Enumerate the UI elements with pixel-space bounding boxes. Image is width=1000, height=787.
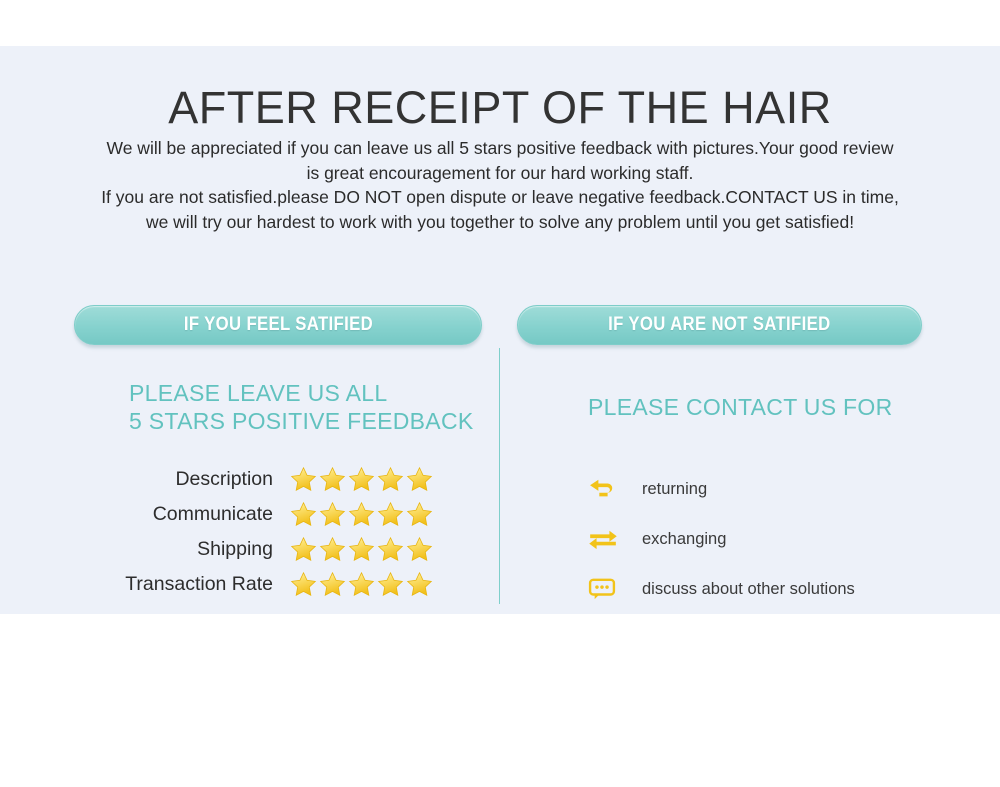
- rating-label: Transaction Rate: [125, 573, 273, 595]
- star-icon: [290, 466, 317, 493]
- star-icon: [348, 466, 375, 493]
- rating-label: Shipping: [197, 538, 273, 560]
- star-rating: [290, 536, 433, 563]
- return-arrow-icon: [588, 472, 632, 506]
- star-icon: [377, 571, 404, 598]
- right-section-heading: PLEASE CONTACT US FOR: [588, 394, 893, 420]
- star-rating: [290, 571, 433, 598]
- star-rating: [290, 466, 433, 493]
- satisfied-button[interactable]: IF YOU FEEL SATIFIED: [74, 305, 482, 345]
- rating-label: Communicate: [152, 503, 273, 525]
- star-icon: [319, 536, 346, 563]
- hero-paragraph-line: we will try our hardest to work with you…: [145, 211, 855, 232]
- contact-options-list: returning exchanging discuss about other s…: [588, 464, 938, 614]
- star-icon: [377, 501, 404, 528]
- reward-strip: FIVE-STAR PRAISE 5 NICE PIC ABOUT THE HA…: [0, 614, 1000, 787]
- star-icon: [377, 466, 404, 493]
- star-icon: [290, 571, 317, 598]
- contact-option-row[interactable]: discuss about other solutions: [588, 564, 938, 614]
- left-section-heading: PLEASE LEAVE US ALL 5 STARS POSITIVE FEE…: [129, 379, 474, 435]
- satisfied-button-label: IF YOU FEEL SATIFIED: [183, 314, 373, 335]
- star-icon: [406, 536, 433, 563]
- hero-paragraph-line: is great encouragement for our hard work…: [306, 162, 694, 183]
- speech-bubble-icon: [588, 572, 632, 606]
- contact-option-row[interactable]: exchanging: [588, 514, 938, 564]
- contact-option-row[interactable]: returning: [588, 464, 938, 514]
- return-arrow-icon: [590, 479, 613, 497]
- rating-row: Shipping: [95, 532, 440, 567]
- star-icon: [319, 571, 346, 598]
- rating-row: Communicate: [95, 497, 440, 532]
- not-satisfied-button[interactable]: IF YOU ARE NOT SATIFIED: [517, 305, 922, 345]
- star-icon: [348, 536, 375, 563]
- column-divider: [499, 348, 500, 604]
- rating-row: Description: [95, 462, 440, 497]
- left-heading-line-2: 5 STARS POSITIVE FEEDBACK: [129, 408, 474, 434]
- star-icon: [319, 466, 346, 493]
- not-satisfied-button-label: IF YOU ARE NOT SATIFIED: [608, 314, 831, 335]
- star-icon: [377, 536, 404, 563]
- star-icon: [348, 571, 375, 598]
- page-title: AFTER RECEIPT OF THE HAIR: [168, 82, 832, 133]
- speech-bubble-icon: [588, 578, 616, 600]
- exchange-arrows-icon: [589, 530, 617, 550]
- hero-paragraph-line: We will be appreciated if you can leave …: [106, 138, 894, 158]
- left-heading-line-1: PLEASE LEAVE US ALL: [129, 380, 388, 406]
- star-icon: [348, 501, 375, 528]
- hero-panel: AFTER RECEIPT OF THE HAIR We will be app…: [0, 46, 1000, 614]
- star-icon: [406, 466, 433, 493]
- star-icon: [406, 501, 433, 528]
- ratings-list: Description Communicate Shipping Transactio…: [95, 462, 440, 602]
- contact-option-label: exchanging: [642, 529, 727, 548]
- exchange-arrows-icon: [588, 522, 632, 556]
- star-icon: [290, 501, 317, 528]
- hero-paragraph: We will be appreciated if you can leave …: [50, 136, 950, 234]
- contact-option-label: discuss about other solutions: [642, 579, 855, 598]
- star-icon: [290, 536, 317, 563]
- rating-label: Description: [175, 468, 273, 490]
- contact-option-label: returning: [642, 479, 708, 498]
- star-icon: [406, 571, 433, 598]
- hero-paragraph-line: If you are not satisfied.please DO NOT o…: [101, 187, 899, 207]
- star-rating: [290, 501, 433, 528]
- star-icon: [319, 501, 346, 528]
- rating-row: Transaction Rate: [95, 567, 440, 602]
